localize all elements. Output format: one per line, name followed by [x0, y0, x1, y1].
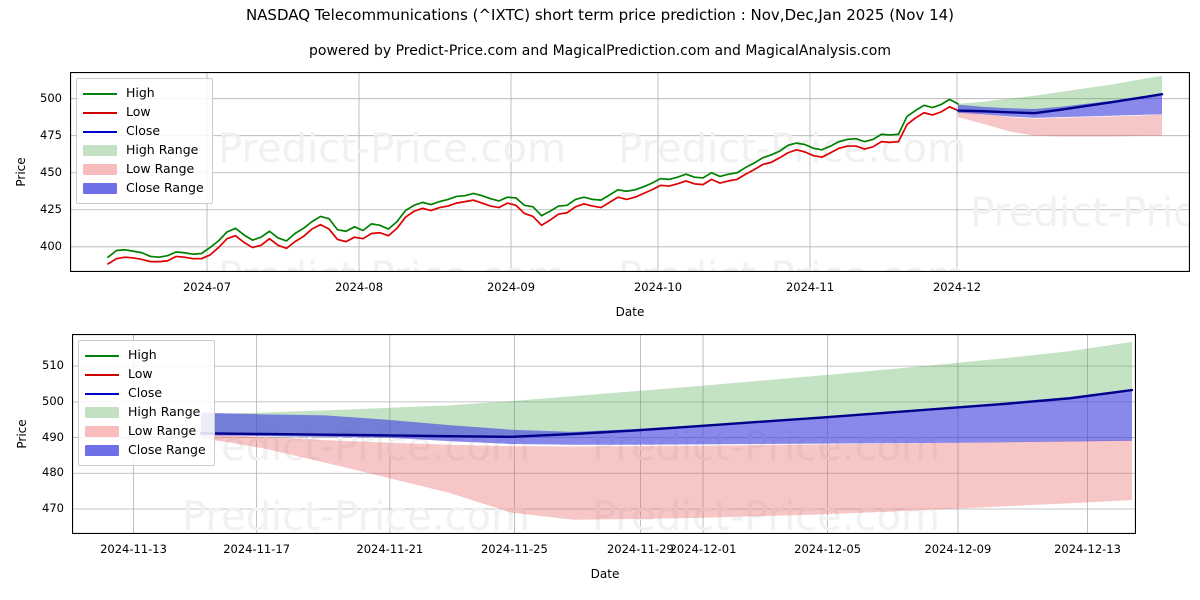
svg-text:Predict-Price.com: Predict-Price.com: [218, 254, 566, 272]
overview-y-tick-label: 450: [40, 164, 62, 179]
overview-x-tick-label: 2024-11: [785, 280, 835, 294]
legend-swatch-low-range-icon: [85, 426, 119, 437]
svg-text:Predict-Price.com: Predict-Price.com: [218, 126, 566, 172]
legend-swatch-high-range-icon: [83, 145, 117, 156]
detail-legend-item: Low Range: [85, 422, 206, 441]
overview-y-tick-label: 400: [40, 238, 62, 253]
svg-text:Predict-Price.com: Predict-Price.com: [970, 190, 1190, 236]
overview-x-tick-label: 2024-08: [334, 280, 384, 294]
detail-y-tick-label: 510: [42, 358, 64, 373]
detail-x-tick-label: 2024-11-21: [356, 542, 424, 556]
detail-legend: High Low Close High Range Low Range Close Ran…: [78, 340, 215, 466]
overview-y-tick-label: 500: [40, 90, 62, 105]
detail-legend-item: High Range: [85, 403, 206, 422]
detail-legend-item: High: [85, 346, 206, 365]
legend-label: High: [126, 85, 155, 101]
page-title: NASDAQ Telecommunications (^IXTC) short …: [245, 6, 955, 24]
legend-swatch-close-icon: [83, 126, 117, 138]
legend-swatch-close-range-icon: [83, 183, 117, 194]
detail-x-axis-label: Date: [590, 567, 620, 581]
legend-swatch-high-range-icon: [85, 407, 119, 418]
legend-swatch-low-icon: [83, 107, 117, 119]
legend-label: Low Range: [126, 161, 195, 177]
legend-label: Low: [128, 366, 153, 382]
detail-plot: Predict-Price.com Predict-Price.comPredic…: [72, 334, 1136, 534]
legend-swatch-high-icon: [85, 350, 119, 362]
legend-swatch-low-icon: [85, 369, 119, 381]
overview-x-axis-label: Date: [615, 305, 645, 319]
detail-legend-item: Close: [85, 384, 206, 403]
overview-x-tick-label: 2024-10: [633, 280, 683, 294]
page-subtitle: powered by Predict-Price.com and Magical…: [309, 43, 891, 59]
detail-x-tick-label: 2024-12-05: [794, 542, 862, 556]
detail-chart-panel: Predict-Price.com Predict-Price.com Predic…: [72, 334, 1136, 534]
svg-text:Predict-Price.com: Predict-Price.com: [182, 494, 530, 534]
detail-y-tick-label: 490: [42, 429, 64, 444]
overview-legend-item: High Range: [83, 141, 204, 160]
legend-swatch-close-icon: [85, 388, 119, 400]
overview-legend-item: Close Range: [83, 179, 204, 198]
legend-swatch-low-range-icon: [83, 164, 117, 175]
detail-x-tick-label: 2024-11-25: [480, 542, 548, 556]
detail-x-tick-label: 2024-11-13: [100, 542, 167, 556]
overview-x-tick-label: 2024-07: [182, 280, 232, 294]
detail-y-tick-label: 470: [42, 501, 64, 515]
overview-plot: Predict-Price.com Predict-Price.comPredic…: [70, 72, 1190, 272]
overview-legend: High Low Close High Range Low Range Close Ran…: [76, 78, 213, 204]
detail-x-tick-label: 2024-12-13: [1054, 542, 1121, 556]
detail-legend-item: Low: [85, 365, 206, 384]
detail-x-tick-label: 2024-11-29: [606, 542, 674, 556]
legend-label: Close Range: [126, 180, 204, 196]
legend-label: Close: [126, 123, 161, 139]
legend-swatch-high-icon: [83, 88, 117, 100]
overview-x-tick-label: 2024-12: [932, 280, 982, 294]
legend-label: Low Range: [128, 423, 197, 439]
legend-swatch-close-range-icon: [85, 445, 119, 456]
svg-text:Predict-Price.com: Predict-Price.com: [592, 494, 940, 534]
overview-legend-item: High: [83, 84, 204, 103]
legend-label: Low: [126, 104, 151, 120]
overview-chart-panel: Predict-Price.com Predict-Price.com Predic…: [70, 72, 1190, 272]
svg-text:Predict-Price.com: Predict-Price.com: [618, 126, 966, 172]
legend-label: Close Range: [128, 442, 206, 458]
overview-legend-item: Low Range: [83, 160, 204, 179]
detail-x-tick-label: 2024-12-09: [924, 542, 992, 556]
legend-label: High Range: [126, 142, 199, 158]
svg-text:Predict-Price.com: Predict-Price.com: [618, 254, 966, 272]
overview-x-tick-label: 2024-09: [486, 280, 536, 294]
overview-y-tick-label: 475: [40, 127, 62, 142]
detail-x-tick-label: 2024-12-01: [669, 542, 737, 556]
detail-y-tick-label: 500: [42, 393, 64, 408]
overview-y-tick-label: 425: [40, 201, 62, 216]
overview-legend-item: Low: [83, 103, 204, 122]
detail-x-tick-label: 2024-11-17: [223, 542, 291, 556]
detail-y-tick-label: 480: [42, 465, 64, 480]
legend-label: Close: [128, 385, 163, 401]
legend-label: High Range: [128, 404, 201, 420]
legend-label: High: [128, 347, 157, 363]
detail-legend-item: Close Range: [85, 441, 206, 460]
overview-legend-item: Close: [83, 122, 204, 141]
